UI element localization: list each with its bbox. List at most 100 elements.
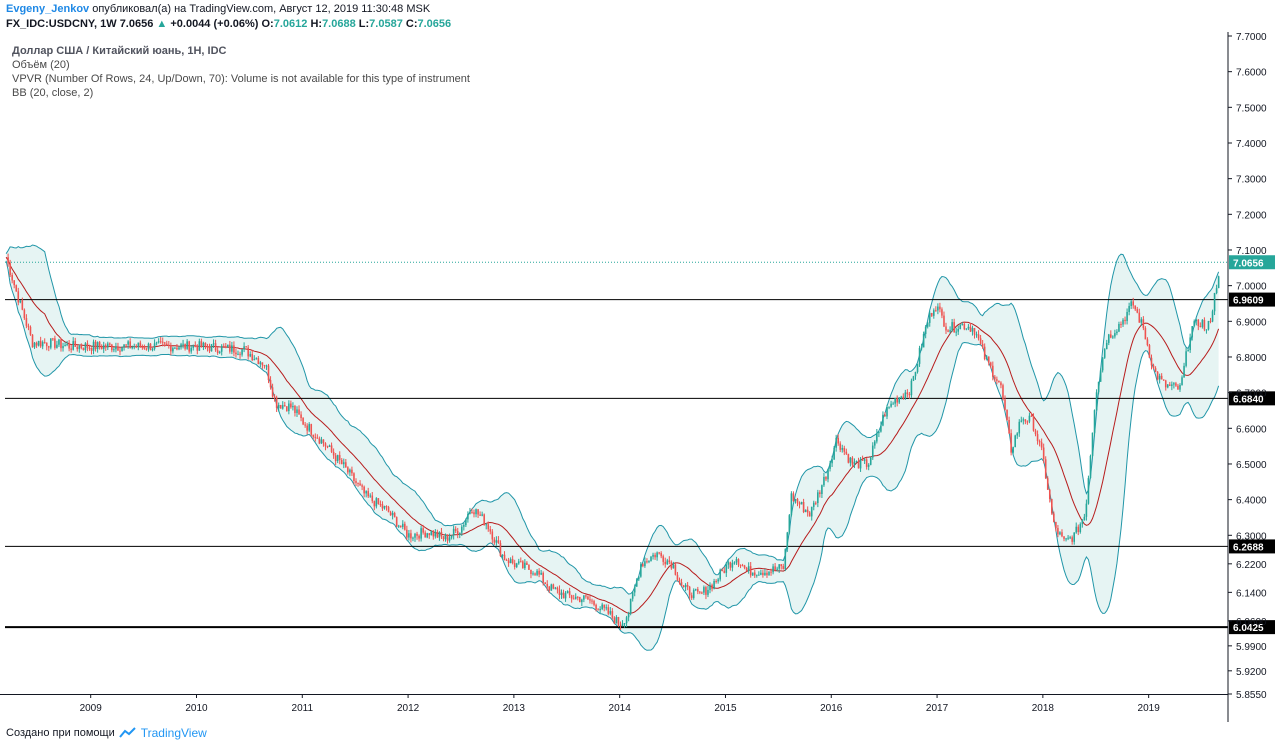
candle-body xyxy=(385,506,388,508)
candle-body xyxy=(558,589,561,596)
candle-body xyxy=(1152,365,1155,369)
candle-body xyxy=(1118,324,1120,332)
candle-body xyxy=(208,347,211,352)
candle-body xyxy=(989,362,992,366)
candle-body xyxy=(1075,526,1078,533)
last-price-label: 7.0656 xyxy=(1233,258,1264,269)
candle-body xyxy=(1067,537,1069,539)
candle-body xyxy=(1136,309,1139,313)
candle-body xyxy=(585,595,587,597)
candle-body xyxy=(1038,440,1041,443)
candle-body xyxy=(701,592,703,594)
candle-body xyxy=(784,549,787,570)
candle-body xyxy=(933,310,935,316)
candle-body xyxy=(827,468,829,480)
candle-body xyxy=(587,596,589,600)
candle-body xyxy=(996,379,998,381)
candle-body xyxy=(194,345,197,347)
candle-body xyxy=(711,584,713,589)
candle-body xyxy=(513,563,516,567)
candle-body xyxy=(235,352,237,355)
candle-body xyxy=(896,398,898,403)
tradingview-brand-link[interactable]: TradingView xyxy=(140,726,207,740)
candle-body xyxy=(949,330,951,332)
candle-body xyxy=(375,498,378,507)
candle-body xyxy=(296,409,298,414)
candle-body xyxy=(735,559,738,563)
candle-body xyxy=(721,569,724,571)
candle-body xyxy=(1122,319,1124,325)
candle-body xyxy=(690,595,693,598)
candle-body xyxy=(930,312,933,316)
candle-body xyxy=(1138,312,1141,323)
candle-body xyxy=(21,300,24,310)
candle-body xyxy=(1164,380,1167,388)
price-chart[interactable]: 6.9609 6.6840 6.2688 6.0425 7.0656 5.8550 5.9… xyxy=(0,32,1280,722)
y-tick-label: 7.2000 xyxy=(1236,210,1267,221)
candle-body xyxy=(450,535,453,538)
candle-body xyxy=(839,443,842,450)
candle-body xyxy=(310,424,313,435)
candle-body xyxy=(70,348,72,350)
candle-body xyxy=(528,564,530,570)
candle-body xyxy=(188,341,190,352)
y-tick-label: 7.6000 xyxy=(1236,68,1267,79)
candle-body xyxy=(25,318,28,326)
candle-body xyxy=(833,447,835,460)
candle-body xyxy=(570,595,573,599)
candle-body xyxy=(1142,319,1145,329)
candle-body xyxy=(591,600,593,602)
legend-title: Доллар США / Китайский юань, 1H, IDC xyxy=(12,45,227,57)
bb-upper-line xyxy=(5,244,1220,595)
author-link[interactable]: Evgeny_Jenkov xyxy=(6,3,90,15)
candle-body xyxy=(656,552,658,558)
candle-body xyxy=(589,599,591,601)
candle-body xyxy=(383,506,386,509)
candle-body xyxy=(1087,478,1090,504)
x-tick-label: 2014 xyxy=(609,703,632,714)
candle-body xyxy=(644,561,646,567)
candle-body xyxy=(727,562,730,565)
candle-body xyxy=(127,341,129,345)
candle-body xyxy=(546,583,549,587)
candle-body xyxy=(835,437,837,448)
candle-body xyxy=(526,562,528,565)
candle-body xyxy=(487,524,490,530)
candle-body xyxy=(1085,503,1088,517)
candle-body xyxy=(1053,513,1055,522)
candle-body xyxy=(981,343,984,347)
open-label: O: xyxy=(261,18,274,30)
candle-body xyxy=(843,447,846,452)
candle-body xyxy=(853,461,856,465)
y-tick-label: 7.3000 xyxy=(1236,175,1267,186)
candle-body xyxy=(914,372,917,377)
candle-body xyxy=(562,592,565,599)
candle-body xyxy=(155,342,158,344)
candle-body xyxy=(505,559,508,561)
candle-body xyxy=(918,348,921,364)
candle-body xyxy=(436,531,439,538)
candle-body xyxy=(426,533,429,538)
candle-body xyxy=(583,595,585,600)
candle-body xyxy=(304,424,306,426)
candle-body xyxy=(1065,538,1067,540)
candle-body xyxy=(1181,377,1183,385)
candle-body xyxy=(1077,526,1080,533)
band-fill xyxy=(6,245,1219,651)
candle-body xyxy=(1199,326,1202,328)
candle-body xyxy=(298,409,300,415)
candle-body xyxy=(454,528,457,531)
candle-body xyxy=(975,334,978,336)
candle-body xyxy=(1213,293,1216,312)
candle-body xyxy=(106,343,109,348)
candle-body xyxy=(342,462,345,465)
candle-body xyxy=(345,462,347,468)
candle-body xyxy=(165,343,168,345)
candle-body xyxy=(1051,498,1053,514)
candle-body xyxy=(54,338,56,348)
candle-body xyxy=(68,344,70,349)
candle-body xyxy=(509,559,512,564)
candle-body xyxy=(1018,421,1021,434)
candle-body xyxy=(302,418,304,425)
candle-body xyxy=(778,564,780,569)
